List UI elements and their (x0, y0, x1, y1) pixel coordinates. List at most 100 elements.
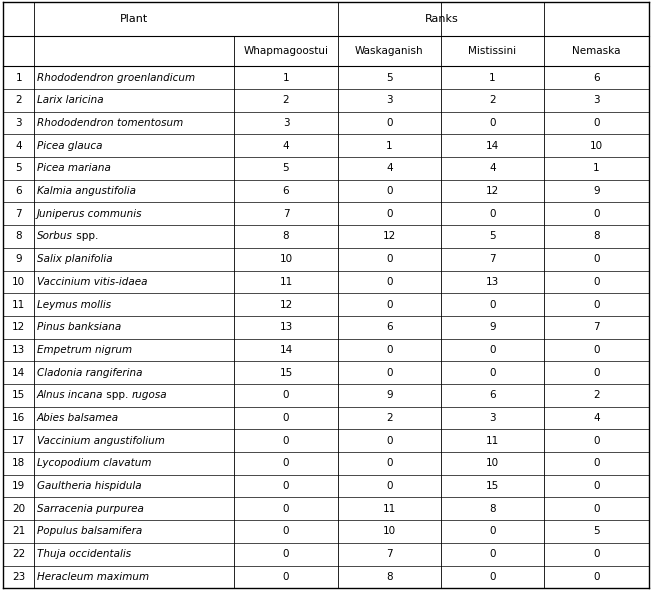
Text: 0: 0 (283, 549, 289, 559)
Text: 14: 14 (279, 345, 293, 355)
Text: 2: 2 (386, 413, 393, 423)
Text: 0: 0 (386, 277, 393, 287)
Text: 0: 0 (593, 368, 600, 378)
Text: 15: 15 (279, 368, 293, 378)
Text: 9: 9 (386, 391, 393, 401)
Text: 12: 12 (12, 322, 25, 332)
Text: Vaccinium vitis-idaea: Vaccinium vitis-idaea (37, 277, 147, 287)
Text: 8: 8 (489, 504, 496, 514)
Text: 11: 11 (486, 436, 499, 445)
Text: 0: 0 (386, 345, 393, 355)
Text: 6: 6 (593, 73, 600, 83)
Text: 12: 12 (486, 186, 499, 196)
Text: Salix planifolia: Salix planifolia (37, 254, 112, 264)
Text: 0: 0 (593, 118, 600, 128)
Text: 0: 0 (386, 300, 393, 310)
Text: Pinus banksiana: Pinus banksiana (37, 322, 121, 332)
Text: 6: 6 (386, 322, 393, 332)
Text: 7: 7 (489, 254, 496, 264)
Text: 0: 0 (283, 481, 289, 491)
Text: 0: 0 (386, 368, 393, 378)
Text: 4: 4 (16, 140, 22, 150)
Text: 7: 7 (283, 209, 289, 219)
Text: Nemaska: Nemaska (572, 46, 621, 56)
Text: 1: 1 (283, 73, 289, 83)
Text: Leymus mollis: Leymus mollis (37, 300, 111, 310)
Text: 0: 0 (489, 549, 496, 559)
Text: 0: 0 (593, 481, 600, 491)
Text: Abies balsamea: Abies balsamea (37, 413, 119, 423)
Text: 13: 13 (12, 345, 25, 355)
Text: Picea mariana: Picea mariana (37, 163, 111, 173)
Text: 16: 16 (12, 413, 25, 423)
Text: 0: 0 (489, 368, 496, 378)
Text: 0: 0 (593, 436, 600, 445)
Text: 5: 5 (386, 73, 393, 83)
Text: 10: 10 (280, 254, 293, 264)
Text: 3: 3 (16, 118, 22, 128)
Text: 10: 10 (590, 140, 603, 150)
Text: Gaultheria hispidula: Gaultheria hispidula (37, 481, 141, 491)
Text: 3: 3 (489, 413, 496, 423)
Text: 4: 4 (386, 163, 393, 173)
Text: 7: 7 (16, 209, 22, 219)
Text: 0: 0 (283, 526, 289, 536)
Text: 11: 11 (12, 300, 25, 310)
Text: 19: 19 (12, 481, 25, 491)
Text: spp.: spp. (103, 391, 132, 401)
Text: 0: 0 (386, 481, 393, 491)
Text: 0: 0 (593, 277, 600, 287)
Text: 6: 6 (16, 186, 22, 196)
Text: 13: 13 (279, 322, 293, 332)
Text: 11: 11 (279, 277, 293, 287)
Text: Plant: Plant (120, 14, 149, 24)
Text: 0: 0 (593, 345, 600, 355)
Text: 10: 10 (383, 526, 396, 536)
Text: 14: 14 (12, 368, 25, 378)
Text: 8: 8 (16, 231, 22, 241)
Text: 0: 0 (593, 504, 600, 514)
Text: Lycopodium clavatum: Lycopodium clavatum (37, 458, 151, 468)
Text: Juniperus communis: Juniperus communis (37, 209, 142, 219)
Text: 0: 0 (386, 458, 393, 468)
Text: 1: 1 (16, 73, 22, 83)
Text: Vaccinium angustifolium: Vaccinium angustifolium (37, 436, 165, 445)
Text: 6: 6 (489, 391, 496, 401)
Text: 3: 3 (386, 96, 393, 106)
Text: 2: 2 (489, 96, 496, 106)
Text: 10: 10 (12, 277, 25, 287)
Text: 15: 15 (486, 481, 499, 491)
Text: 4: 4 (489, 163, 496, 173)
Text: 5: 5 (16, 163, 22, 173)
Text: 5: 5 (593, 526, 600, 536)
Text: 5: 5 (283, 163, 289, 173)
Text: Larix laricina: Larix laricina (37, 96, 104, 106)
Text: Rhododendron tomentosum: Rhododendron tomentosum (37, 118, 183, 128)
Text: Sarracenia purpurea: Sarracenia purpurea (37, 504, 143, 514)
Text: 2: 2 (283, 96, 289, 106)
Text: 14: 14 (486, 140, 499, 150)
Text: 0: 0 (593, 549, 600, 559)
Text: 1: 1 (593, 163, 600, 173)
Text: 0: 0 (283, 391, 289, 401)
Text: 8: 8 (283, 231, 289, 241)
Text: 9: 9 (593, 186, 600, 196)
Text: Ranks: Ranks (424, 14, 458, 24)
Text: 9: 9 (489, 322, 496, 332)
Text: 0: 0 (386, 118, 393, 128)
Text: 3: 3 (283, 118, 289, 128)
Text: 0: 0 (283, 572, 289, 582)
Text: 10: 10 (486, 458, 499, 468)
Text: 2: 2 (593, 391, 600, 401)
Text: 0: 0 (593, 209, 600, 219)
Text: 0: 0 (386, 436, 393, 445)
Text: Mistissini: Mistissini (469, 46, 516, 56)
Text: Heracleum maximum: Heracleum maximum (37, 572, 149, 582)
Text: 0: 0 (489, 209, 496, 219)
Text: Rhododendron groenlandicum: Rhododendron groenlandicum (37, 73, 195, 83)
Text: 0: 0 (283, 504, 289, 514)
Text: 0: 0 (386, 254, 393, 264)
Text: Waskaganish: Waskaganish (355, 46, 424, 56)
Text: 20: 20 (12, 504, 25, 514)
Text: 7: 7 (593, 322, 600, 332)
